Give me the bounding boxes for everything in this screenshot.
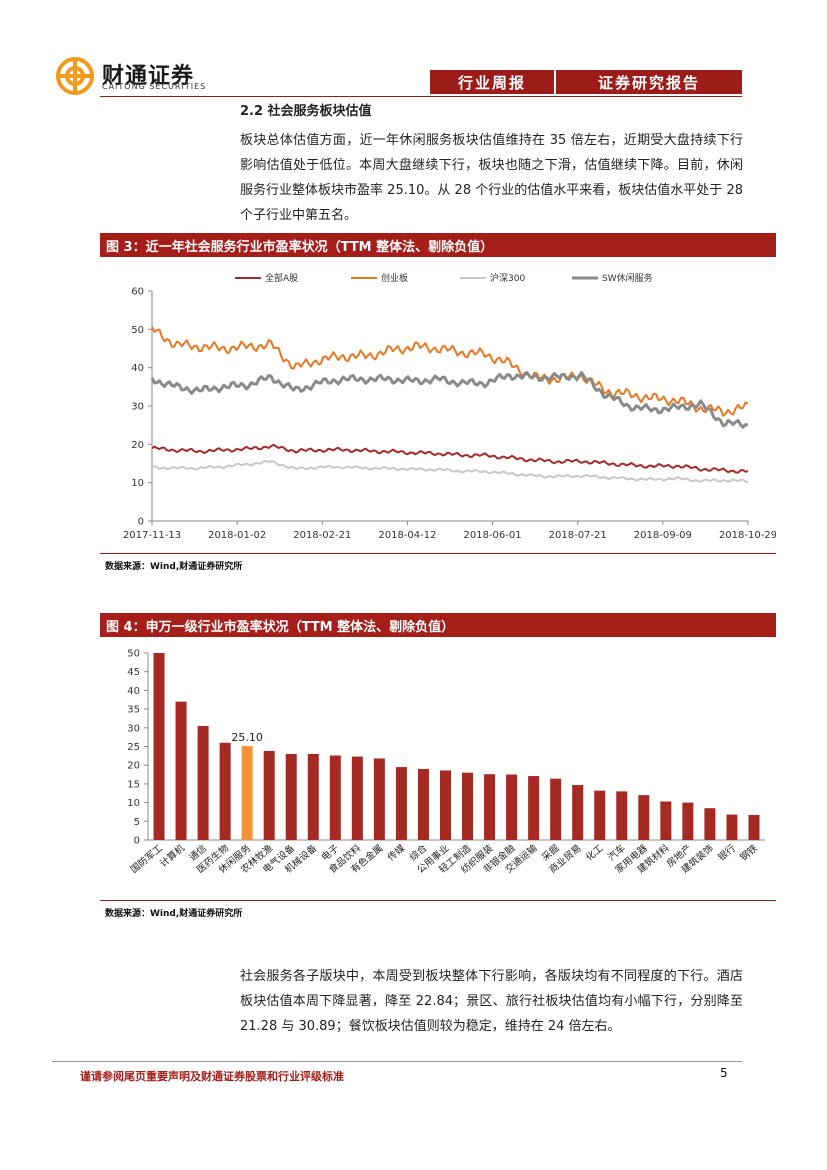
category-label: 化工 bbox=[583, 842, 606, 864]
bar bbox=[285, 753, 297, 840]
y-tick-label: 60 bbox=[131, 287, 144, 298]
bar bbox=[484, 774, 496, 840]
bar bbox=[263, 750, 275, 840]
header-divider bbox=[100, 96, 742, 97]
bar bbox=[417, 768, 429, 840]
figure3-title: 图 3：近一年社会服务行业市盈率状况（TTM 整体法、剔除负值） bbox=[100, 233, 776, 257]
figure3-bottom-rule bbox=[100, 553, 776, 554]
bar bbox=[704, 808, 716, 840]
bar bbox=[241, 746, 253, 840]
x-tick-label: 2018-06-01 bbox=[464, 530, 522, 541]
section-title: 2.2 社会服务板块估值 bbox=[240, 104, 372, 119]
figure4-source: 数据来源：Wind,财通证券研究所 bbox=[105, 909, 243, 919]
category-label: 银行 bbox=[716, 842, 739, 864]
legend-label-0: 全部A股 bbox=[265, 272, 298, 284]
x-tick-label: 2018-04-12 bbox=[378, 530, 436, 541]
bar bbox=[660, 801, 672, 840]
bar bbox=[373, 758, 385, 840]
bar bbox=[748, 814, 760, 840]
bar bbox=[219, 742, 231, 840]
bar bbox=[594, 790, 606, 840]
bar bbox=[506, 774, 518, 840]
figure3-line-chart: 0 10 20 30 40 50 60 2017-11-13 2018-01-02 2018-02… bbox=[123, 272, 776, 541]
bar bbox=[638, 795, 650, 840]
bar bbox=[439, 770, 451, 840]
bar bbox=[351, 756, 363, 840]
x-tick-label: 2018-02-21 bbox=[293, 530, 351, 541]
x-tick-label: 2018-01-02 bbox=[208, 530, 266, 541]
bar bbox=[395, 767, 407, 840]
y-tick-label: 20 bbox=[131, 440, 144, 451]
legend-label-2: 沪深300 bbox=[490, 272, 525, 284]
y-tick-label: 50 bbox=[131, 325, 144, 336]
bar bbox=[682, 802, 694, 840]
footer-disclaimer: 谨请参阅尾页重要声明及财通证券股票和行业评级标准 bbox=[80, 1070, 344, 1083]
bar bbox=[329, 755, 341, 840]
y-tick-label: 0 bbox=[138, 517, 144, 528]
bar bbox=[153, 653, 165, 840]
y-tick-label: 15 bbox=[127, 779, 140, 790]
figure4-title: 图 4：申万一级行业市盈率状况（TTM 整体法、剔除负值） bbox=[100, 613, 776, 637]
bar bbox=[726, 814, 738, 840]
paragraph-valuation-overview: 板块总体估值方面，近一年休闲服务板块估值维持在 35 倍左右，近期受大盘持续下行… bbox=[240, 133, 743, 223]
legend-label-1: 创业板 bbox=[381, 272, 408, 284]
y-tick-label: 20 bbox=[127, 761, 140, 772]
y-tick-label: 30 bbox=[127, 723, 140, 734]
category-label: 计算机 bbox=[157, 842, 187, 870]
y-tick-label: 40 bbox=[127, 686, 140, 697]
category-label: 钢铁 bbox=[738, 842, 761, 864]
page-number: 5 bbox=[720, 1066, 728, 1080]
paragraph-subsector-valuation: 社会服务各子版块中，本周受到板块整体下行影响，各版块均有不同程度的下行。酒店板块… bbox=[240, 969, 743, 1034]
x-tick-label: 2018-07-21 bbox=[549, 530, 607, 541]
caitong-logo-icon bbox=[56, 57, 94, 95]
y-tick-label: 25 bbox=[127, 742, 140, 753]
series-line-3 bbox=[150, 371, 749, 429]
bar bbox=[528, 776, 540, 840]
category-label: 传媒 bbox=[385, 842, 408, 864]
footer-divider bbox=[52, 1061, 742, 1062]
figure4-bottom-rule bbox=[100, 900, 776, 901]
series-line-1 bbox=[151, 326, 749, 417]
y-tick-label: 10 bbox=[127, 798, 140, 809]
logo-wordmark-cn: 财通证券 bbox=[102, 64, 195, 89]
x-tick-label: 2018-10-29 bbox=[719, 530, 776, 541]
bar bbox=[197, 725, 209, 840]
series-line-0 bbox=[151, 443, 749, 474]
bar bbox=[572, 785, 584, 840]
bar bbox=[175, 701, 187, 840]
legend-label-3: SW休闲服务 bbox=[602, 272, 653, 284]
report-category-tag: 证券研究报告 bbox=[556, 70, 742, 94]
y-tick-label: 0 bbox=[134, 836, 140, 847]
x-tick-label: 2018-09-09 bbox=[634, 530, 692, 541]
bar bbox=[307, 753, 319, 840]
y-tick-label: 35 bbox=[127, 705, 140, 716]
y-tick-label: 50 bbox=[127, 649, 140, 660]
y-tick-label: 40 bbox=[131, 363, 144, 374]
y-tick-label: 5 bbox=[134, 817, 140, 828]
y-tick-label: 45 bbox=[127, 667, 140, 678]
bar bbox=[550, 778, 562, 840]
logo-wordmark-en: CAITONG SECURITIES bbox=[102, 82, 207, 91]
bar-data-label: 25.10 bbox=[231, 731, 262, 744]
series-line-2 bbox=[151, 460, 749, 483]
y-tick-label: 10 bbox=[131, 478, 144, 489]
y-tick-label: 30 bbox=[131, 402, 144, 413]
bar bbox=[616, 791, 628, 840]
figure3-source: 数据来源：Wind,财通证券研究所 bbox=[105, 562, 243, 572]
x-tick-label: 2017-11-13 bbox=[123, 530, 181, 541]
report-type-tag: 行业周报 bbox=[430, 70, 554, 94]
bar bbox=[462, 772, 474, 840]
